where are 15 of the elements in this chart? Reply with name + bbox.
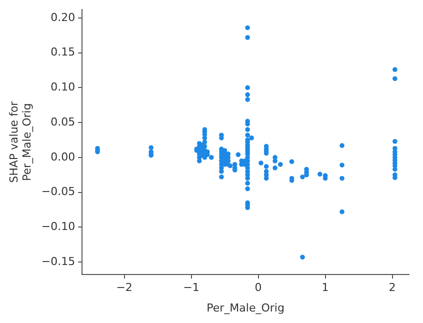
y-tick-label: 0.20 xyxy=(50,10,76,24)
y-tick-label: −0.10 xyxy=(41,220,76,234)
x-tick-label: 2 xyxy=(388,281,396,294)
x-tick-label: 1 xyxy=(322,281,329,294)
x-axis-title: Per_Male_Orig xyxy=(206,301,284,314)
y-tick-label: 0.10 xyxy=(50,80,76,94)
y-tick-label: −0.15 xyxy=(41,254,76,268)
x-tick-label: 0 xyxy=(254,281,262,294)
x-tick-label: −1 xyxy=(183,281,200,294)
y-tick-label: 0.15 xyxy=(50,46,76,59)
y-tick-label: 0.00 xyxy=(50,150,76,164)
y-tick-label: −0.05 xyxy=(41,185,76,198)
y-axis-title: SHAP value for Per_Male_Orig xyxy=(7,100,34,183)
y-tick-label: 0.05 xyxy=(50,115,76,128)
x-tick-label: −2 xyxy=(116,281,132,294)
